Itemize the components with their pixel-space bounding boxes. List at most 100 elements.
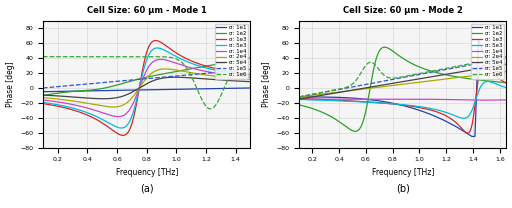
σ: 2e4: (0.1, -12.9): 2e4: (0.1, -12.9): [40, 96, 46, 99]
σ: 5e3: (0.374, -17.1): 5e3: (0.374, -17.1): [333, 99, 339, 102]
σ: 1e3: (1.65, 6.52): 1e3: (1.65, 6.52): [503, 82, 509, 84]
σ: 1e3: (0.64, -63.6): 1e3: (0.64, -63.6): [120, 134, 126, 137]
σ: 1e3: (0.93, 56.7): 1e3: (0.93, 56.7): [163, 45, 169, 47]
σ: 5e4: (0.348, -12.8): 5e4: (0.348, -12.8): [77, 96, 83, 99]
σ: 1e3: (1.01, -26.7): 1e3: (1.01, -26.7): [418, 107, 424, 109]
σ: 1e3: (0.348, -32.4): 1e3: (0.348, -32.4): [77, 111, 83, 113]
σ: 1e2: (0.1, -10.1): 1e2: (0.1, -10.1): [40, 94, 46, 97]
σ: 1e4: (0.607, -38.5): 1e4: (0.607, -38.5): [115, 115, 121, 118]
σ: 1e1: (0.374, -12.5): 1e1: (0.374, -12.5): [333, 96, 339, 99]
σ: 1e3: (0.1, -14.2): 1e3: (0.1, -14.2): [296, 97, 302, 100]
Title: Cell Size: 60 μm - Mode 1: Cell Size: 60 μm - Mode 1: [87, 6, 207, 15]
σ: 1e5: (1.03, 16.7): 1e5: (1.03, 16.7): [179, 74, 185, 77]
σ: 1e4: (1.5, 14.2): 1e4: (1.5, 14.2): [247, 76, 253, 79]
σ: 2e4: (1.27, 13.6): 2e4: (1.27, 13.6): [452, 77, 458, 79]
σ: 1e4: (0.93, 37.5): 1e4: (0.93, 37.5): [163, 59, 169, 61]
σ: 1e3: (1.36, -60.6): 1e3: (1.36, -60.6): [464, 132, 471, 134]
σ: 1e5: (0.1, 0): 1e5: (0.1, 0): [40, 87, 46, 89]
σ: 5e3: (1.14, -29.5): 5e3: (1.14, -29.5): [435, 109, 441, 111]
σ: 1e4: (1.04, 30.5): 1e4: (1.04, 30.5): [179, 64, 185, 66]
Legend: σ: 1e1, σ: 1e2, σ: 1e3, σ: 5e3, σ: 1e4, σ: 2e4, σ: 5e4, σ: 1e5, σ: 1e6: σ: 1e1, σ: 1e2, σ: 1e3, σ: 5e3, σ: 1e4, …: [471, 24, 504, 79]
Line: σ: 1e5: σ: 1e5: [299, 58, 506, 97]
σ: 1e1: (0.801, -20.5): 1e1: (0.801, -20.5): [390, 102, 396, 104]
Line: σ: 1e6: σ: 1e6: [299, 57, 506, 97]
σ: 1e4: (0.348, -24.3): 1e4: (0.348, -24.3): [77, 105, 83, 107]
Line: σ: 1e4: σ: 1e4: [43, 59, 250, 117]
σ: 2e4: (1.16, 18.6): 2e4: (1.16, 18.6): [197, 73, 203, 75]
σ: 1e4: (0.734, -15): 1e4: (0.734, -15): [381, 98, 387, 100]
σ: 5e4: (0.498, -2.92): 5e4: (0.498, -2.92): [349, 89, 355, 91]
Text: (b): (b): [396, 183, 410, 193]
σ: 1e3: (0.736, -16.2): 1e3: (0.736, -16.2): [134, 99, 140, 101]
Line: σ: 1e2: σ: 1e2: [43, 58, 250, 95]
σ: 2e4: (0.736, -4.12): 2e4: (0.736, -4.12): [134, 90, 140, 92]
σ: 5e3: (1.65, 0.27): 5e3: (1.65, 0.27): [503, 87, 509, 89]
σ: 2e4: (0.46, -22.7): 2e4: (0.46, -22.7): [93, 104, 99, 106]
σ: 1e2: (0.498, -57.2): 1e2: (0.498, -57.2): [349, 129, 355, 132]
σ: 1e6: (1.03, 34.6): 1e6: (1.03, 34.6): [179, 61, 185, 63]
σ: 2e4: (0.498, -3.26): 2e4: (0.498, -3.26): [349, 89, 355, 92]
σ: 1e2: (1.14, 20.1): 1e2: (1.14, 20.1): [435, 72, 441, 74]
σ: 1e2: (0.739, 54.8): 1e2: (0.739, 54.8): [381, 46, 388, 48]
Line: σ: 1e1: σ: 1e1: [299, 40, 506, 136]
σ: 1e5: (1.01, 18.6): 1e5: (1.01, 18.6): [418, 73, 424, 75]
σ: 2e4: (0.574, -25.6): 2e4: (0.574, -25.6): [110, 106, 116, 108]
σ: 1e1: (1.65, 22): 1e1: (1.65, 22): [503, 70, 509, 73]
σ: 5e4: (0.993, 14.5): 5e4: (0.993, 14.5): [172, 76, 178, 78]
σ: 1e6: (0.498, 5.19): 1e6: (0.498, 5.19): [349, 83, 355, 85]
Line: σ: 2e4: σ: 2e4: [299, 72, 506, 97]
σ: 1e6: (0.733, 42): 1e6: (0.733, 42): [134, 55, 140, 58]
σ: 1e3: (1.27, -45.6): 1e3: (1.27, -45.6): [452, 121, 458, 123]
σ: 1e6: (1.65, 42): 1e6: (1.65, 42): [503, 55, 509, 58]
X-axis label: Frequency [THz]: Frequency [THz]: [116, 168, 178, 177]
σ: 1e4: (0.1, -16.1): 1e4: (0.1, -16.1): [40, 99, 46, 101]
σ: 5e4: (1.16, 12.7): 5e4: (1.16, 12.7): [197, 77, 203, 80]
σ: 1e1: (0.925, -2.05): 1e1: (0.925, -2.05): [162, 88, 168, 91]
σ: 1e2: (1.5, 40): 1e2: (1.5, 40): [247, 57, 253, 59]
σ: 1e3: (0.1, -20.9): 1e3: (0.1, -20.9): [40, 102, 46, 105]
σ: 2e4: (0.801, 3.38): 2e4: (0.801, 3.38): [390, 84, 396, 87]
σ: 5e3: (1.27, -37.4): 5e3: (1.27, -37.4): [452, 115, 458, 117]
Legend: σ: 1e1, σ: 1e2, σ: 1e3, σ: 5e3, σ: 1e4, σ: 2e4, σ: 5e4, σ: 1e5, σ: 1e6: σ: 1e1, σ: 1e2, σ: 1e3, σ: 5e3, σ: 1e4, …: [215, 24, 248, 79]
σ: 1e4: (1.65, -15.9): 1e4: (1.65, -15.9): [503, 99, 509, 101]
σ: 5e3: (0.498, -18): 5e3: (0.498, -18): [349, 100, 355, 103]
σ: 1e6: (0.801, 13.2): 1e6: (0.801, 13.2): [390, 77, 396, 79]
σ: 1e3: (0.374, -16.3): 1e3: (0.374, -16.3): [333, 99, 339, 101]
σ: 1e5: (0.925, 14.7): 1e5: (0.925, 14.7): [162, 76, 168, 78]
σ: 1e4: (0.498, -15): 1e4: (0.498, -15): [349, 98, 355, 100]
σ: 1e3: (0.46, -42.2): 1e3: (0.46, -42.2): [93, 118, 99, 121]
σ: 5e3: (0.801, -21.2): 5e3: (0.801, -21.2): [390, 103, 396, 105]
Line: σ: 1e4: σ: 1e4: [299, 99, 506, 100]
σ: 5e4: (0.374, -6.68): 5e4: (0.374, -6.68): [333, 92, 339, 94]
σ: 5e3: (0.628, -53.7): 5e3: (0.628, -53.7): [118, 127, 124, 129]
σ: 2e4: (1.04, 22.7): 2e4: (1.04, 22.7): [179, 70, 185, 72]
Line: σ: 1e3: σ: 1e3: [43, 41, 250, 135]
σ: 2e4: (1.65, 22): 2e4: (1.65, 22): [503, 70, 509, 73]
σ: 1e1: (1.01, -30.8): 1e1: (1.01, -30.8): [418, 110, 424, 112]
σ: 5e3: (0.1, -19.3): 5e3: (0.1, -19.3): [40, 101, 46, 104]
σ: 1e2: (0.374, -42.1): 1e2: (0.374, -42.1): [333, 118, 339, 121]
σ: 5e4: (0.1, -15): 5e4: (0.1, -15): [296, 98, 302, 100]
σ: 5e4: (1.14, 16.4): 5e4: (1.14, 16.4): [435, 74, 441, 77]
σ: 1e2: (0.925, 19.4): 1e2: (0.925, 19.4): [162, 72, 168, 75]
σ: 1e4: (0.1, -15): 1e4: (0.1, -15): [296, 98, 302, 100]
σ: 1e5: (0.348, 4.42): 1e5: (0.348, 4.42): [77, 83, 83, 86]
σ: 1e1: (1.44, 64.8): 1e1: (1.44, 64.8): [475, 38, 481, 41]
Line: σ: 2e4: σ: 2e4: [43, 69, 250, 107]
σ: 1e5: (0.1, -12): 1e5: (0.1, -12): [296, 96, 302, 98]
σ: 1e1: (0.498, -13.6): 1e1: (0.498, -13.6): [349, 97, 355, 99]
σ: 2e4: (1.14, 10.7): 2e4: (1.14, 10.7): [435, 79, 441, 81]
σ: 1e4: (0.374, -15): 1e4: (0.374, -15): [333, 98, 339, 100]
σ: 1e3: (0.801, -21.5): 1e3: (0.801, -21.5): [390, 103, 396, 105]
σ: 1e2: (0.1, -22.6): 1e2: (0.1, -22.6): [296, 104, 302, 106]
σ: 1e4: (0.804, -15): 1e4: (0.804, -15): [390, 98, 396, 100]
Line: σ: 5e3: σ: 5e3: [43, 48, 250, 128]
σ: 1e4: (0.46, -30.5): 1e4: (0.46, -30.5): [93, 109, 99, 112]
σ: 1e2: (0.46, -1.95): 1e2: (0.46, -1.95): [93, 88, 99, 91]
σ: 1e6: (1.01, 19.8): 1e6: (1.01, 19.8): [418, 72, 424, 74]
σ: 1e5: (0.801, 11.5): 1e5: (0.801, 11.5): [390, 78, 396, 81]
Line: σ: 1e5: σ: 1e5: [43, 69, 250, 88]
σ: 5e4: (0.736, -1.7): 5e4: (0.736, -1.7): [134, 88, 140, 90]
σ: 5e4: (0.1, -9.46): 5e4: (0.1, -9.46): [40, 94, 46, 96]
σ: 5e3: (0.93, 49.8): 5e3: (0.93, 49.8): [163, 50, 169, 52]
